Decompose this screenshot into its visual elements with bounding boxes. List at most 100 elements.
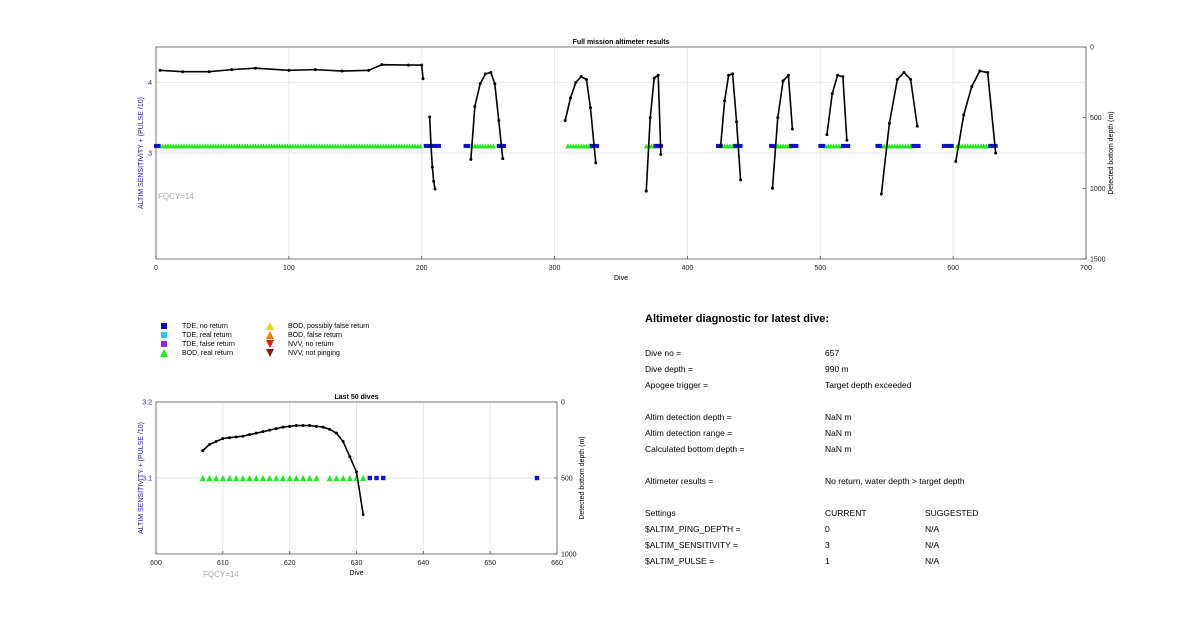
depth-series-line — [564, 75, 597, 163]
depth-point — [895, 78, 899, 82]
legend-marker-icon — [161, 341, 167, 347]
bod-real-return-marker — [199, 475, 206, 481]
depth-point — [281, 425, 285, 429]
tde-no-return-marker — [846, 143, 851, 148]
depth-point — [361, 512, 365, 516]
tde-no-return-marker — [913, 143, 918, 148]
x-tick-label: 300 — [549, 265, 561, 272]
bod-real-return-marker — [233, 475, 240, 481]
depth-point — [313, 68, 317, 72]
y-left-axis-label: ALTIM SENSITIVITY + (PULSE /10) — [138, 422, 145, 534]
tde-no-return-marker — [496, 143, 501, 148]
depth-point — [569, 96, 573, 100]
tde-no-return-marker — [431, 143, 436, 148]
bod-real-return-marker — [326, 475, 333, 481]
last-50-chart: 600 610 620 630 640 650 660 3.1 3.2 0 500 1000 Last … — [138, 394, 586, 579]
bod-real-return-marker — [279, 475, 286, 481]
bod-real-return-marker — [266, 475, 273, 481]
depth-point — [433, 187, 437, 191]
dive-depth-row: Dive depth = 990 m — [645, 364, 1165, 376]
chart-title: Full mission altimeter results — [573, 39, 670, 46]
tde-no-return-marker — [991, 143, 995, 148]
depth-point — [207, 443, 211, 447]
ping-depth-current: 0 — [825, 524, 830, 534]
depth-series-line — [159, 63, 424, 79]
sensitivity-row: $ALTIM_SENSITIVITY = 3 N/A — [645, 540, 1165, 552]
legend-item: TDE, no return — [160, 322, 228, 330]
y-left-tick-label: 3.1 — [142, 476, 152, 483]
y-right-tick-label: 1000 — [1090, 186, 1106, 193]
sensitivity-current: 3 — [825, 540, 830, 550]
depth-point — [348, 455, 352, 459]
depth-point — [367, 68, 371, 72]
x-tick-label: 640 — [417, 560, 429, 567]
y-right-tick-label: 1500 — [1090, 257, 1106, 264]
calculated-bottom-row: Calculated bottom depth = NaN m — [645, 444, 1165, 456]
depth-series-line — [880, 71, 919, 195]
tde-no-return-marker — [794, 143, 799, 148]
chart-title: Last 50 dives — [335, 394, 379, 401]
depth-point — [214, 440, 218, 444]
y-left-tick-label: 3.2 — [142, 400, 152, 407]
bod-real-return-marker — [300, 475, 307, 481]
bod-real-return-marker — [219, 475, 226, 481]
legend-item: NVV, no return — [266, 340, 334, 348]
y-right-axis-label: Detected bottom depth (m) — [1108, 111, 1115, 194]
depth-point — [321, 425, 325, 429]
depth-point — [776, 116, 780, 120]
depth-point — [841, 75, 845, 79]
depth-point — [790, 127, 794, 131]
depth-point — [786, 73, 790, 77]
bod-real-return-marker — [306, 475, 313, 481]
depth-series-line — [202, 424, 364, 515]
tde-no-return-marker — [911, 143, 916, 148]
legend-label: TDE, no return — [182, 322, 228, 330]
tde-no-return-marker — [367, 475, 373, 481]
bod-real-return-marker — [313, 475, 320, 481]
depth-point — [770, 186, 774, 190]
x-tick-label: 700 — [1080, 265, 1092, 272]
x-tick-label: 660 — [551, 560, 563, 567]
tde-no-return-marker — [653, 143, 658, 148]
x-tick-label: 620 — [284, 560, 296, 567]
current-header: CURRENT — [825, 508, 867, 518]
legend-marker-icon — [161, 323, 167, 329]
depth-point — [334, 431, 338, 435]
depth-point — [962, 113, 966, 117]
depth-point — [473, 104, 477, 108]
x-tick-label: 650 — [484, 560, 496, 567]
depth-point — [340, 69, 344, 73]
depth-point — [406, 63, 410, 67]
depth-point — [497, 118, 501, 122]
tde-no-return-marker — [840, 143, 845, 148]
tde-no-return-marker — [156, 143, 161, 148]
tde-no-return-marker — [738, 143, 743, 148]
depth-point — [274, 427, 278, 431]
altimeter-results-label: Altimeter results = — [645, 476, 714, 486]
bod-real-return-marker — [340, 475, 347, 481]
dive-no-label: Dive no = — [645, 348, 682, 358]
legend-item: TDE, false return — [160, 340, 235, 348]
tde-no-return-marker — [434, 143, 439, 148]
fqcy-annotation: FQCY=14 — [203, 570, 239, 579]
legend-item: BOD, possibly false return — [266, 322, 369, 330]
x-tick-label: 200 — [416, 265, 428, 272]
bod-real-return-marker — [206, 475, 213, 481]
legend-item: BOD, real return — [160, 349, 233, 357]
y-right-tick-label: 1000 — [561, 552, 577, 559]
depth-point — [579, 75, 583, 79]
apogee-row: Apogee trigger = Target depth exceeded — [645, 380, 1165, 392]
depth-point — [234, 435, 238, 439]
depth-point — [428, 115, 432, 119]
legend-item: NVV, not pinging — [266, 349, 340, 357]
depth-point — [314, 424, 318, 428]
tde-no-return-marker — [374, 475, 379, 481]
bod-real-return-marker — [226, 475, 233, 481]
depth-point — [380, 63, 384, 67]
altim-detection-range-label: Altim detection range = — [645, 428, 733, 438]
depth-point — [648, 116, 652, 120]
y-right-tick-label: 0 — [1090, 45, 1094, 52]
legend-label: BOD, false return — [288, 331, 343, 339]
tde-no-return-marker — [916, 143, 921, 148]
legend-marker-icon — [266, 340, 274, 348]
